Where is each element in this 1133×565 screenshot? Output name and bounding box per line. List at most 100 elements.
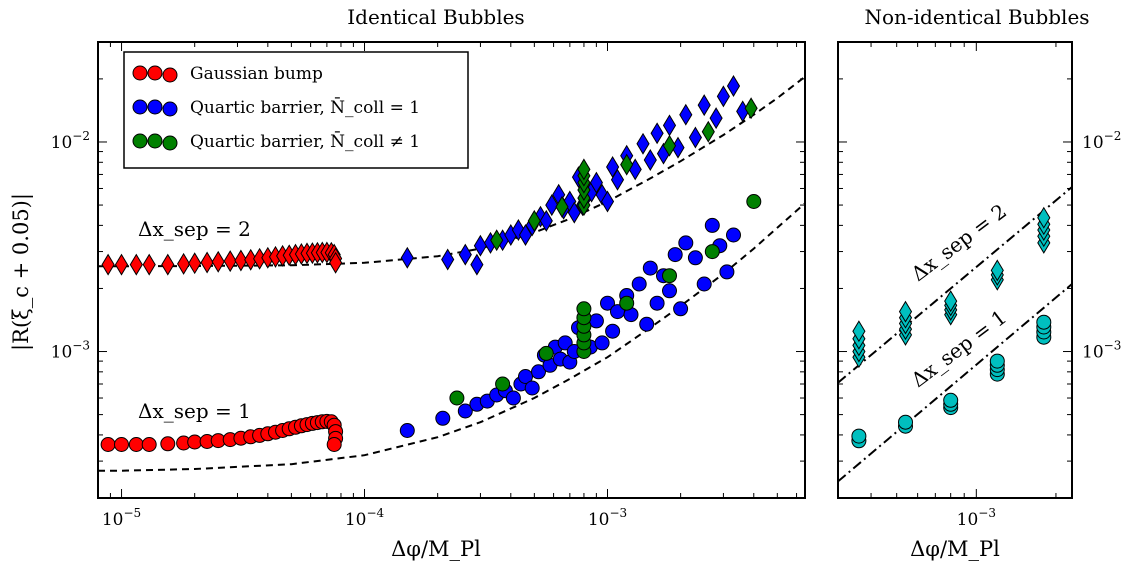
data-point-circle [524, 380, 540, 396]
panel-title-identical: Identical Bubbles [347, 5, 524, 29]
legend-entry-quartic-not1: Quartic barrier, N̄_coll ≠ 1 [132, 130, 420, 152]
data-point-circle [326, 437, 342, 452]
x-tick-label: 10−4 [345, 506, 385, 530]
data-point-circle [662, 268, 677, 284]
data-point-diamond [589, 171, 603, 194]
plot-area-non-identical [838, 186, 1072, 483]
data-point-circle [678, 235, 694, 251]
non-identical-bubbles-panel: Non-identical Bubbles 10−310−310−2 Δx_se… [837, 5, 1121, 561]
data-point-diamond [101, 253, 115, 276]
data-point-diamond [600, 190, 615, 213]
data-point-diamond [539, 209, 553, 232]
data-point-diamond [188, 252, 202, 275]
legend-label-quartic-not1: Quartic barrier, N̄_coll ≠ 1 [190, 130, 420, 152]
data-point-circle [619, 295, 635, 311]
fit-curve [838, 186, 1072, 384]
data-point-diamond [610, 168, 625, 191]
data-point-circle [588, 313, 604, 329]
data-point-diamond [400, 246, 414, 269]
legend-label-quartic-1: Quartic barrier, N̄_coll = 1 [190, 96, 420, 118]
legend-entry-gaussian: Gaussian bump [132, 64, 323, 84]
data-point-circle [594, 335, 610, 351]
legend-marker-quartic-1 [162, 101, 178, 117]
axis-ticks-non-identical: 10−3 10−3 10−2 [837, 41, 1121, 530]
data-point-diamond [716, 85, 730, 108]
x-tick-label: 10−3 [957, 506, 996, 530]
data-point-diamond [470, 253, 484, 276]
legend-marker-quartic-1 [147, 99, 163, 115]
data-point-circle [673, 301, 689, 317]
data-point-diamond [620, 153, 634, 176]
plot-content [98, 75, 805, 472]
legend-label-gaussian: Gaussian bump [190, 64, 323, 84]
data-point-diamond [662, 114, 677, 137]
data-point-circle [726, 227, 741, 243]
axes-frame-identical [97, 41, 806, 499]
legend: Gaussian bump Quartic barrier, N̄_coll =… [123, 51, 469, 169]
data-point-diamond [709, 107, 723, 130]
data-point-circle [605, 323, 621, 339]
legend-marker-quartic-not1 [147, 133, 163, 149]
data-point-circle [505, 390, 521, 406]
data-point-circle [557, 335, 573, 351]
legend-marker-gaussian [147, 65, 163, 81]
data-point-diamond [490, 229, 504, 252]
data-point-circle [141, 437, 157, 452]
axes-frame-non-identical [837, 41, 1073, 499]
data-point-circle [531, 364, 546, 380]
data-point-circle [600, 295, 615, 311]
data-point-diamond [555, 195, 569, 218]
data-point-circle [1036, 314, 1052, 330]
x-axis-label-non-identical: Δφ/M_Pl [910, 537, 1000, 561]
data-point-diamond [527, 209, 541, 232]
data-point-circle [696, 276, 712, 292]
data-point-circle [538, 345, 554, 361]
data-point-circle [989, 353, 1005, 369]
axis-ticks-identical: 10−5 10−4 10−3 10−3 10−2 [51, 41, 805, 530]
y-axis-label: |R(ξ_c + 0.05)| [9, 193, 34, 351]
data-point-diamond [142, 253, 156, 276]
legend-marker-gaussian [162, 67, 178, 83]
data-point-diamond [567, 201, 581, 224]
data-point-circle [399, 423, 415, 438]
plot-area-identical [98, 75, 805, 472]
annotation-dxsep-1: Δx_sep = 1 [138, 399, 251, 423]
data-point-diamond [744, 97, 758, 120]
data-point-diamond [688, 126, 702, 149]
legend-entry-quartic-1: Quartic barrier, N̄_coll = 1 [132, 96, 420, 118]
data-point-diamond [177, 252, 191, 275]
data-point-circle [667, 247, 683, 263]
data-point-circle [495, 376, 511, 392]
panel-title-non-identical: Non-identical Bubbles [864, 5, 1089, 29]
data-point-diamond [200, 251, 214, 274]
data-point-circle [943, 392, 959, 408]
data-point-diamond [650, 122, 664, 145]
data-point-diamond [679, 103, 693, 126]
data-point-diamond [545, 194, 559, 217]
data-point-diamond [223, 250, 237, 273]
data-point-diamond [852, 320, 866, 343]
fit-curve [838, 283, 1072, 483]
data-point-diamond [114, 253, 129, 276]
data-point-diamond [636, 132, 650, 155]
data-point-diamond [473, 234, 487, 257]
data-point-circle [642, 260, 658, 276]
data-point-diamond [161, 253, 175, 276]
legend-marker-quartic-1 [132, 99, 148, 115]
y-tick-label: 10−2 [51, 129, 90, 153]
legend-marker-quartic-not1 [132, 133, 148, 149]
data-point-diamond [726, 75, 741, 97]
data-point-circle [128, 437, 144, 452]
data-point-diamond [701, 120, 715, 143]
data-point-circle [704, 244, 720, 260]
data-point-diamond [898, 300, 913, 323]
data-point-circle [898, 414, 913, 430]
data-point-circle [851, 428, 867, 444]
data-point-circle [187, 434, 203, 450]
data-point-diamond [697, 94, 711, 117]
data-point-diamond [234, 249, 248, 272]
data-point-diamond [643, 149, 657, 171]
data-point-circle [639, 316, 655, 332]
data-point-circle [100, 437, 116, 452]
data-point-circle [435, 410, 451, 426]
